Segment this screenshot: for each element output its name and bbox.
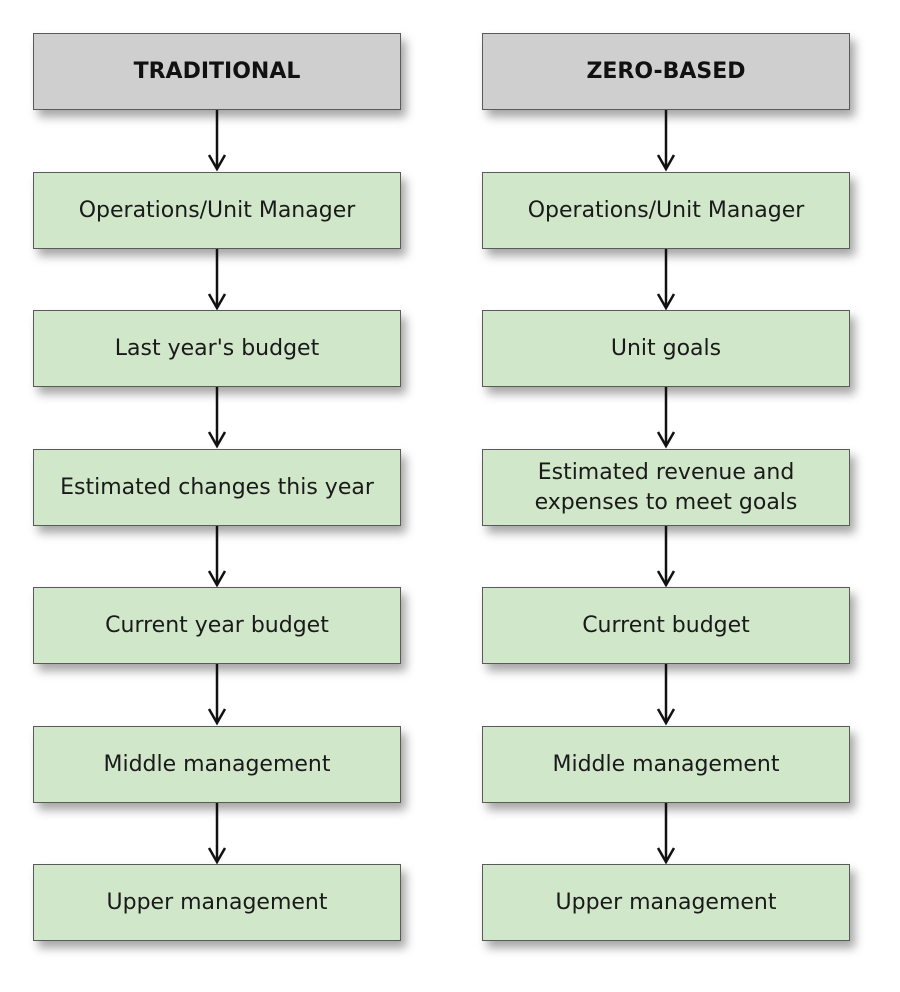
flow-arrow xyxy=(656,387,676,449)
zero-based-step-estimated-revenue-expenses: Estimated revenue and expenses to meet g… xyxy=(482,449,850,526)
step-label: Operations/Unit Manager xyxy=(78,197,356,223)
zero-based-step-middle-management: Middle management xyxy=(482,726,850,803)
zero-based-step-unit-goals: Unit goals xyxy=(482,310,850,387)
step-label: Middle management xyxy=(552,751,780,777)
zero-based-step-current-budget: Current budget xyxy=(482,587,850,664)
zero-based-step-upper-management: Upper management xyxy=(482,864,850,941)
zero-based-header-label: ZERO-BASED xyxy=(586,58,746,84)
flow-arrow xyxy=(207,664,227,726)
traditional-header: TRADITIONAL xyxy=(33,33,401,110)
traditional-step-estimated-changes: Estimated changes this year xyxy=(33,449,401,526)
zero-based-header: ZERO-BASED xyxy=(482,33,850,110)
traditional-step-last-years-budget: Last year's budget xyxy=(33,310,401,387)
step-label: Unit goals xyxy=(610,335,722,361)
flow-arrow xyxy=(656,526,676,588)
flow-arrow xyxy=(656,664,676,726)
zero-based-step-operations-manager: Operations/Unit Manager xyxy=(482,172,850,249)
step-label: Operations/Unit Manager xyxy=(527,197,805,223)
step-label: Current year budget xyxy=(105,612,329,638)
step-label: Upper management xyxy=(555,889,777,915)
step-label: Middle management xyxy=(103,751,331,777)
traditional-step-current-year-budget: Current year budget xyxy=(33,587,401,664)
flow-arrow xyxy=(656,249,676,311)
flow-arrow xyxy=(207,387,227,449)
flow-arrow xyxy=(207,803,227,865)
step-label: Last year's budget xyxy=(114,335,320,361)
flow-arrow xyxy=(207,526,227,588)
step-label: Upper management xyxy=(106,889,328,915)
step-label: Current budget xyxy=(582,612,750,638)
step-label-line-2: expenses to meet goals xyxy=(534,489,798,515)
flow-arrow xyxy=(656,110,676,172)
traditional-header-label: TRADITIONAL xyxy=(133,58,301,84)
traditional-step-operations-manager: Operations/Unit Manager xyxy=(33,172,401,249)
traditional-step-upper-management: Upper management xyxy=(33,864,401,941)
flow-arrow xyxy=(656,803,676,865)
step-label-line-1: Estimated revenue and xyxy=(537,459,795,485)
flow-arrow xyxy=(207,249,227,311)
flow-arrow xyxy=(207,110,227,172)
step-label: Estimated changes this year xyxy=(60,474,374,500)
traditional-step-middle-management: Middle management xyxy=(33,726,401,803)
